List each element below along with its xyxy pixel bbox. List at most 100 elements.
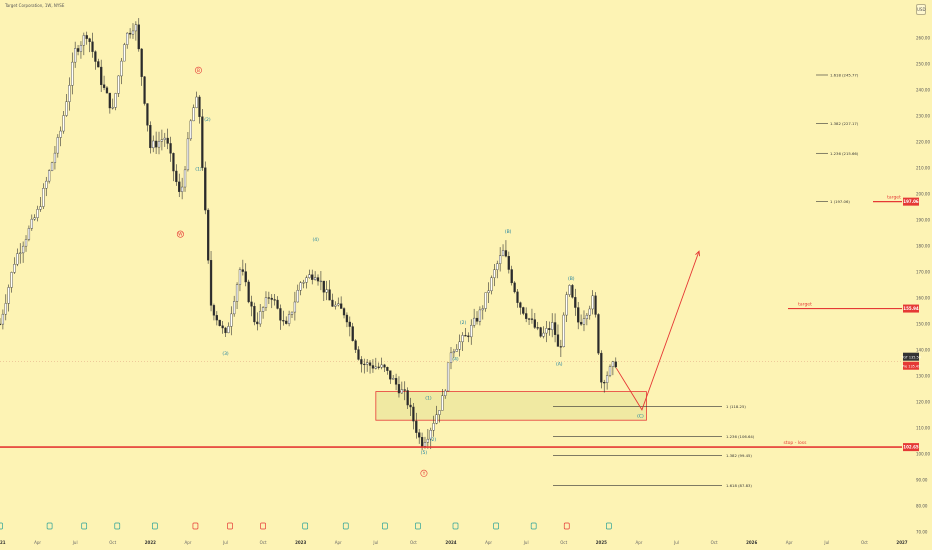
candle xyxy=(510,269,513,284)
candle xyxy=(198,96,201,117)
y-tick-label: 230.00 xyxy=(916,114,930,119)
earnings-event-icon xyxy=(0,522,3,530)
candle xyxy=(120,60,123,77)
fib-level-label: 1.236 (215.66) xyxy=(830,151,859,156)
y-tick-label: 90.00 xyxy=(916,478,928,483)
candle xyxy=(449,352,453,364)
candle xyxy=(238,269,242,285)
candle xyxy=(490,277,493,292)
last-price-tag-bg xyxy=(903,361,919,370)
candle xyxy=(614,361,617,368)
x-tick-label: 2024 xyxy=(445,540,456,545)
candle xyxy=(183,169,187,188)
candle xyxy=(461,335,464,343)
candle xyxy=(178,181,181,192)
candle xyxy=(418,432,421,438)
candle xyxy=(19,252,22,254)
candle xyxy=(279,308,282,321)
candle xyxy=(496,263,499,270)
candle xyxy=(337,303,340,306)
y-tick-label: 80.00 xyxy=(916,504,928,509)
candle xyxy=(134,24,138,32)
candle xyxy=(108,92,111,109)
candle xyxy=(247,281,250,303)
candle xyxy=(45,180,48,189)
price-tag-bg xyxy=(903,197,919,206)
candle xyxy=(499,255,502,264)
candle xyxy=(513,282,516,293)
candle xyxy=(97,61,100,68)
x-tick-label: Oct xyxy=(560,540,567,545)
x-tick-label: Oct xyxy=(410,540,417,545)
price-tag-label: 197.06 xyxy=(903,199,919,204)
y-tick-label: 100.00 xyxy=(916,452,930,457)
candle xyxy=(13,264,16,273)
x-tick-label: Jul xyxy=(72,540,78,545)
candle xyxy=(380,364,383,368)
candle xyxy=(131,30,135,35)
wave-label: (2) xyxy=(204,117,211,123)
wave-label: W xyxy=(178,232,183,238)
wave-label-circle xyxy=(176,230,184,238)
candle xyxy=(207,209,210,261)
candle xyxy=(128,32,132,35)
candle xyxy=(386,367,389,371)
candle xyxy=(409,404,412,408)
candle xyxy=(140,48,143,77)
last-price-tag-label: Pre 135.49 xyxy=(902,364,920,368)
candle xyxy=(111,107,114,109)
candle xyxy=(276,299,279,309)
candle xyxy=(348,321,351,327)
earnings-event-icon xyxy=(563,522,570,530)
candle xyxy=(204,167,207,211)
candle xyxy=(117,75,120,94)
candle xyxy=(522,307,525,314)
candle xyxy=(452,351,456,354)
wave-label-circle xyxy=(194,66,202,74)
candle xyxy=(458,341,461,350)
candle xyxy=(241,269,244,272)
candle xyxy=(282,320,285,322)
currency-button[interactable]: USD xyxy=(916,4,926,15)
candle xyxy=(392,378,395,380)
candle xyxy=(470,325,473,338)
candle xyxy=(102,84,106,88)
candle xyxy=(467,335,470,338)
candle xyxy=(105,87,109,94)
wave-label: (A) xyxy=(556,362,563,368)
candle xyxy=(56,137,59,154)
wave-label: (2) xyxy=(430,437,437,443)
candle xyxy=(383,364,386,368)
candle xyxy=(172,153,175,172)
earnings-event-icon xyxy=(605,522,612,530)
candle xyxy=(79,45,83,52)
fib-level-label: 1.618 (87.83) xyxy=(726,483,752,488)
candle xyxy=(24,239,28,247)
x-tick-label: Apr xyxy=(184,540,191,545)
fib-level-label: 1.382 (227.17) xyxy=(830,121,859,126)
candle xyxy=(62,115,65,132)
candle xyxy=(328,289,331,301)
candle xyxy=(290,311,294,315)
wave-label: (5) xyxy=(421,450,428,456)
candle xyxy=(472,317,476,326)
fib-level-label: 1 (118.25) xyxy=(726,404,746,409)
candle xyxy=(591,295,594,310)
earnings-event-icon xyxy=(382,522,388,530)
earnings-event-icon xyxy=(302,522,309,530)
candle xyxy=(48,170,51,182)
candle xyxy=(27,228,31,240)
candle xyxy=(299,282,302,291)
earnings-event-icon xyxy=(81,522,88,530)
earnings-event-icon xyxy=(530,522,537,530)
candle xyxy=(446,362,450,392)
candle xyxy=(594,295,597,315)
y-tick-label: 110.00 xyxy=(916,426,930,431)
candle xyxy=(340,303,343,309)
earnings-event-icon xyxy=(415,522,421,530)
candle xyxy=(166,137,169,144)
level-label: stop - loss xyxy=(784,440,808,446)
y-tick-label: 210.00 xyxy=(916,166,930,171)
candle xyxy=(487,290,490,293)
